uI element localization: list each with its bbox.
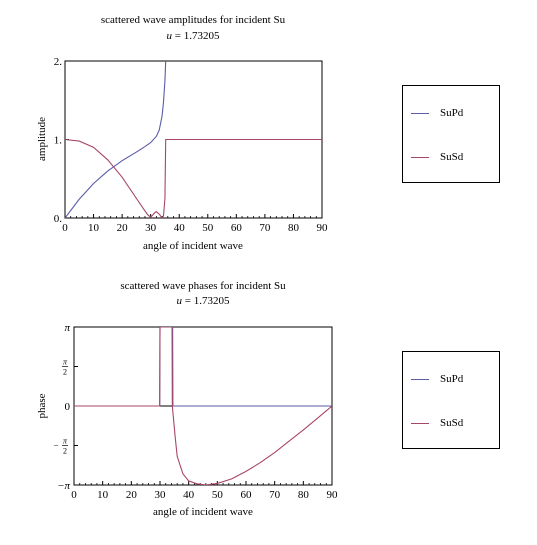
x-tick-label: 60 (241, 489, 253, 501)
legend-item-supd: SuPd (403, 372, 499, 388)
x-axis-label: angle of incident wave (143, 240, 243, 252)
series-line-supd (65, 61, 167, 218)
x-tick-label: 50 (212, 489, 224, 501)
legend-label: SuSd (440, 417, 464, 429)
x-tick-label: 30 (145, 222, 157, 234)
x-tick-label: 60 (231, 222, 243, 234)
legend-swatch-susd (411, 157, 429, 158)
y-tick-label: 1. (54, 135, 63, 147)
minus-sign: − (53, 441, 58, 451)
series-line-susd (65, 138, 322, 218)
x-tick-label: 20 (126, 489, 138, 501)
legend-swatch-susd (411, 423, 429, 424)
x-tick-label: 40 (174, 222, 186, 234)
phase-chart: scattered wave phases for incident Su u … (36, 280, 338, 518)
chart-subtitle: u = 1.73205 (177, 295, 230, 307)
legend-swatch-supd (411, 113, 429, 114)
fraction-numerator: π (63, 437, 68, 446)
y-tick-label: − π2 (53, 437, 68, 456)
x-tick-label: 30 (155, 489, 167, 501)
x-tick-label: 0 (71, 489, 77, 501)
chart-title: scattered wave amplitudes for incident S… (101, 14, 286, 26)
legend-item-susd: SuSd (403, 150, 499, 166)
x-tick-label: 10 (97, 489, 109, 501)
x-tick-label: 0 (62, 222, 68, 234)
x-tick-label: 80 (288, 222, 300, 234)
series-lines (65, 61, 322, 218)
legend-phase: SuPd SuSd (402, 351, 500, 449)
y-axis-label: phase (36, 393, 48, 418)
y-tick-label: 0. (54, 213, 63, 225)
x-tick-label: 40 (183, 489, 195, 501)
legend-swatch-supd (411, 379, 429, 380)
y-tick-label: π2 (62, 357, 68, 376)
x-tick-label: 10 (88, 222, 100, 234)
x-tick-label: 80 (298, 489, 310, 501)
legend-item-susd: SuSd (403, 416, 499, 432)
legend-label: SuPd (440, 373, 464, 385)
chart-title: scattered wave phases for incident Su (120, 280, 286, 292)
legend-label: SuPd (440, 107, 464, 119)
legend-label: SuSd (440, 151, 464, 163)
x-tick-label: 50 (202, 222, 214, 234)
x-tick-label: 70 (269, 489, 281, 501)
x-axis-label: angle of incident wave (153, 506, 253, 518)
fraction-numerator: π (63, 357, 68, 366)
axis-ticks: 0 10 20 30 40 50 60 70 80 90 0. 1. 2. (54, 56, 328, 234)
y-tick-label: π (64, 322, 70, 334)
x-tick-label: 20 (117, 222, 129, 234)
y-axis-label: amplitude (36, 117, 48, 161)
chart-subtitle: u = 1.73205 (167, 30, 220, 42)
series-lines (74, 327, 332, 485)
y-tick-label: 2. (54, 56, 63, 68)
x-tick-label: 90 (327, 489, 339, 501)
legend-amplitude: SuPd SuSd (402, 85, 500, 183)
legend-item-supd: SuPd (403, 106, 499, 122)
x-tick-label: 70 (259, 222, 271, 234)
series-line-susd (74, 327, 332, 485)
series-line-supd (74, 327, 332, 407)
amplitude-chart: scattered wave amplitudes for incident S… (36, 14, 328, 252)
fraction-denominator: 2 (63, 447, 67, 456)
y-tick-label: −π (57, 480, 70, 492)
y-tick-label: 0 (65, 401, 71, 413)
x-tick-label: 90 (317, 222, 329, 234)
fraction-denominator: 2 (63, 367, 67, 376)
